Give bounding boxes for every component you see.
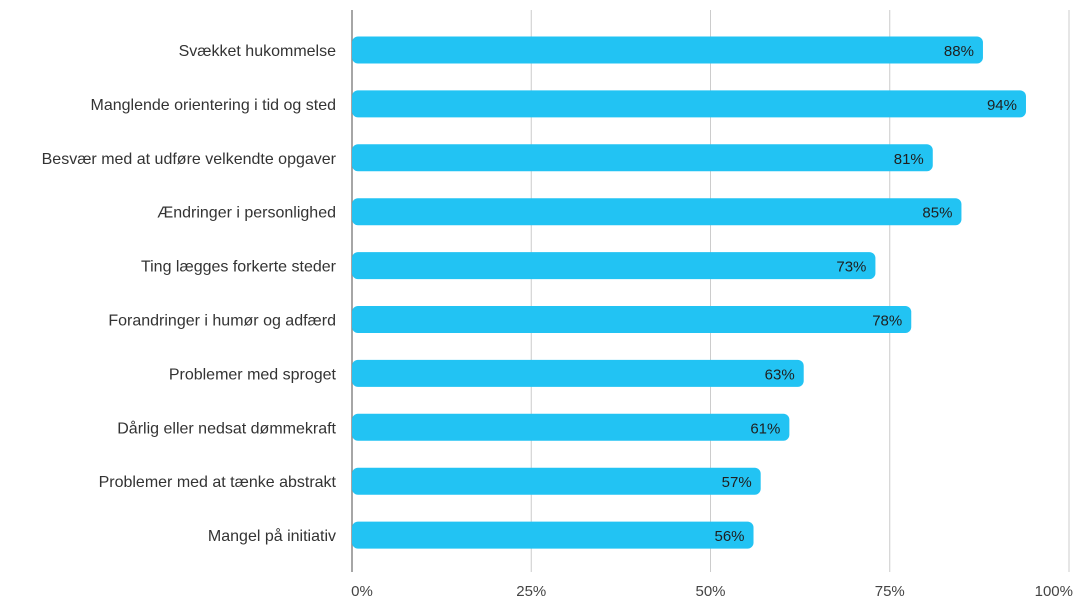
bar-2 bbox=[352, 90, 1026, 118]
value-labels: 88% 94% 81% 85% 73% 78% 63% 61% 57% 56% bbox=[714, 43, 1016, 545]
category-label: Ændringer i personlighed bbox=[157, 205, 336, 222]
bar-7 bbox=[352, 359, 804, 387]
value-label: 85% bbox=[922, 205, 952, 222]
category-label: Manglende orientering i tid og sted bbox=[91, 97, 337, 114]
bar-5 bbox=[352, 252, 876, 280]
category-label: Besvær med at udføre velkendte opgaver bbox=[42, 151, 337, 168]
value-label: 81% bbox=[894, 151, 924, 168]
bar-9 bbox=[352, 467, 761, 495]
bar-10 bbox=[352, 521, 754, 549]
value-label: 73% bbox=[836, 259, 866, 276]
bar-1 bbox=[352, 36, 983, 64]
category-label: Ting lægges forkerte steder bbox=[141, 259, 337, 276]
bar-6 bbox=[352, 306, 912, 333]
value-label: 63% bbox=[765, 366, 795, 383]
category-label: Svækket hukommelse bbox=[179, 43, 336, 60]
value-label: 94% bbox=[987, 97, 1017, 114]
bar-4 bbox=[352, 198, 962, 226]
value-label: 56% bbox=[714, 528, 744, 545]
x-tick-label: 100% bbox=[1035, 583, 1073, 597]
x-axis-ticks: 0% 25% 50% 75% 100% bbox=[351, 583, 1073, 597]
bar-3 bbox=[352, 144, 933, 172]
x-tick-label: 50% bbox=[695, 583, 725, 597]
value-label: 61% bbox=[750, 420, 780, 437]
value-label: 88% bbox=[944, 43, 974, 60]
value-label: 78% bbox=[872, 313, 902, 330]
category-label: Dårlig eller nedsat dømmekraft bbox=[117, 419, 336, 437]
category-labels: Svækket hukommelse Manglende orientering … bbox=[42, 43, 337, 545]
x-tick-label: 75% bbox=[875, 583, 905, 597]
value-label: 57% bbox=[722, 474, 752, 491]
category-label: Problemer med at tænke abstrakt bbox=[99, 474, 337, 491]
bar-8 bbox=[352, 413, 790, 441]
category-label: Problemer med sproget bbox=[169, 366, 337, 383]
category-label: Mangel på initiativ bbox=[208, 527, 336, 545]
category-label: Forandringer i humør og adfærd bbox=[108, 313, 336, 330]
x-tick-label: 25% bbox=[516, 583, 546, 597]
x-tick-label: 0% bbox=[351, 583, 373, 597]
bars bbox=[352, 36, 1026, 549]
